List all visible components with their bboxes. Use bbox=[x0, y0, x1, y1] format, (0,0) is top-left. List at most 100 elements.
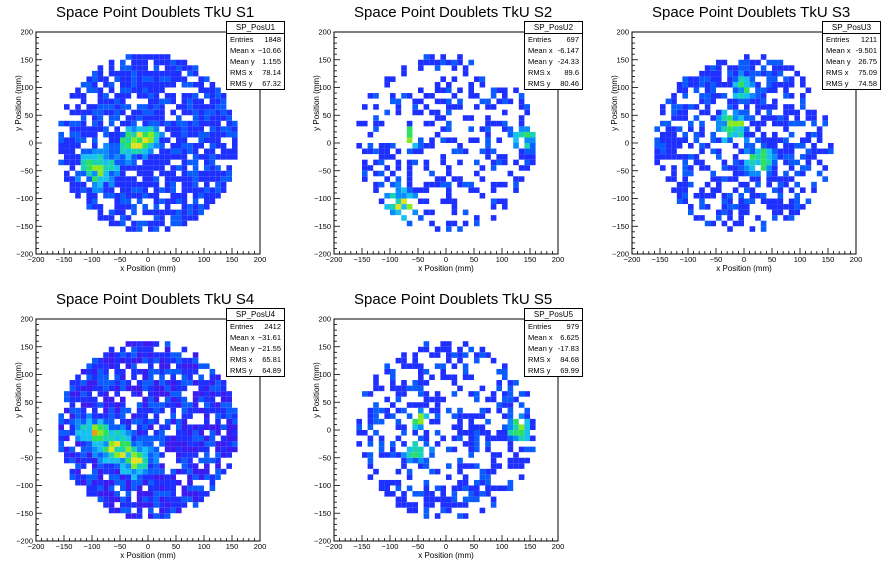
heatmap-bin bbox=[187, 181, 193, 188]
heatmap-bin bbox=[755, 70, 761, 77]
heatmap-bin bbox=[131, 441, 137, 447]
heatmap-bin bbox=[507, 407, 514, 414]
y-axis-label: y Position (mm) bbox=[312, 362, 321, 418]
heatmap-bin bbox=[490, 391, 497, 397]
heatmap-bin bbox=[693, 81, 700, 88]
heatmap-bin bbox=[103, 170, 109, 177]
heatmap-bin bbox=[446, 407, 452, 414]
heatmap-bin bbox=[395, 452, 402, 458]
heatmap-bin bbox=[772, 65, 778, 71]
heatmap-bin bbox=[479, 479, 486, 486]
heatmap-bin bbox=[518, 131, 525, 138]
heatmap-bin bbox=[423, 143, 430, 149]
heatmap-bin bbox=[120, 380, 126, 386]
heatmap-bin bbox=[209, 457, 216, 464]
heatmap-bin bbox=[749, 148, 756, 155]
heatmap-bin bbox=[682, 181, 688, 188]
heatmap-bin bbox=[474, 479, 480, 486]
heatmap-bin bbox=[187, 215, 193, 221]
heatmap-bin bbox=[159, 368, 165, 375]
heatmap-bin bbox=[367, 463, 374, 469]
heatmap-bin bbox=[176, 396, 182, 403]
heatmap-bin bbox=[75, 430, 81, 436]
heatmap-bin bbox=[148, 479, 154, 486]
heatmap-bin bbox=[103, 463, 109, 469]
heatmap-bin bbox=[136, 424, 143, 430]
heatmap-bin bbox=[97, 120, 104, 127]
heatmap-bin bbox=[788, 148, 795, 155]
heatmap-bin bbox=[204, 418, 210, 425]
heatmap-bin bbox=[429, 396, 435, 403]
heatmap-bin bbox=[440, 396, 446, 403]
heatmap-bin bbox=[125, 479, 132, 486]
heatmap-bin bbox=[159, 474, 165, 480]
heatmap-bin bbox=[159, 374, 165, 381]
heatmap-bin bbox=[788, 165, 795, 171]
heatmap-bin bbox=[80, 452, 87, 458]
heatmap-bin bbox=[699, 215, 705, 221]
heatmap-bin bbox=[114, 479, 120, 486]
heatmap-bin bbox=[518, 93, 525, 99]
heatmap-bin bbox=[693, 87, 700, 94]
heatmap-bin bbox=[114, 368, 120, 375]
heatmap-bin bbox=[114, 496, 120, 503]
heatmap-bin bbox=[226, 109, 232, 116]
stats-value: 84.68 bbox=[560, 355, 579, 364]
heatmap-bin bbox=[423, 457, 430, 464]
heatmap-bin bbox=[103, 491, 109, 497]
heatmap-bin bbox=[142, 65, 148, 71]
heatmap-bin bbox=[518, 148, 525, 155]
heatmap-bin bbox=[148, 341, 154, 347]
heatmap-bin bbox=[215, 374, 221, 381]
heatmap-bin bbox=[80, 380, 87, 386]
heatmap-bin bbox=[800, 187, 806, 193]
heatmap-bin bbox=[148, 98, 154, 105]
stats-value: 979 bbox=[566, 322, 579, 331]
heatmap-bin bbox=[159, 81, 165, 88]
heatmap-bin bbox=[507, 396, 514, 403]
heatmap-bin bbox=[164, 368, 171, 375]
heatmap-bin bbox=[108, 352, 115, 358]
heatmap-bin bbox=[181, 357, 188, 364]
heatmap-bin bbox=[153, 120, 160, 127]
heatmap-bin bbox=[811, 120, 817, 127]
heatmap-bin bbox=[181, 93, 188, 99]
heatmap-bin bbox=[451, 374, 458, 381]
heatmap-bin bbox=[92, 81, 98, 88]
heatmap-bin bbox=[406, 446, 413, 453]
heatmap-bin bbox=[783, 176, 789, 182]
heatmap-bin bbox=[518, 176, 525, 182]
heatmap-bin bbox=[502, 126, 508, 132]
heatmap-bin bbox=[412, 430, 418, 436]
heatmap-bin bbox=[457, 513, 463, 519]
heatmap-bin bbox=[198, 137, 204, 143]
heatmap-bin bbox=[153, 485, 160, 492]
heatmap-bin bbox=[738, 181, 744, 188]
heatmap-bin bbox=[136, 468, 143, 475]
stats-value: 1211 bbox=[860, 35, 877, 44]
heatmap-bin bbox=[418, 374, 424, 381]
heatmap-bin bbox=[462, 65, 469, 71]
heatmap-bin bbox=[805, 154, 812, 160]
stats-label: Entries bbox=[230, 35, 254, 44]
heatmap-bin bbox=[108, 120, 115, 127]
heatmap-bin bbox=[136, 341, 143, 347]
heatmap-bin bbox=[693, 159, 700, 166]
heatmap-bin bbox=[423, 402, 430, 408]
stats-name: SP_PosU3 bbox=[823, 22, 880, 34]
heatmap-bin bbox=[86, 479, 92, 486]
heatmap-bin bbox=[192, 143, 199, 149]
heatmap-bin bbox=[187, 452, 193, 458]
heatmap-bin bbox=[783, 159, 789, 166]
heatmap-bin bbox=[192, 65, 199, 71]
heatmap-bin bbox=[215, 187, 221, 193]
heatmap-bin bbox=[496, 120, 502, 127]
heatmap-bin bbox=[131, 76, 137, 82]
heatmap-bin bbox=[699, 120, 705, 127]
heatmap-bin bbox=[490, 198, 497, 205]
heatmap-bin bbox=[92, 491, 98, 497]
heatmap-bin bbox=[131, 148, 137, 155]
heatmap-bin bbox=[164, 120, 171, 127]
heatmap-bin bbox=[378, 159, 385, 166]
heatmap-bin bbox=[816, 131, 823, 138]
